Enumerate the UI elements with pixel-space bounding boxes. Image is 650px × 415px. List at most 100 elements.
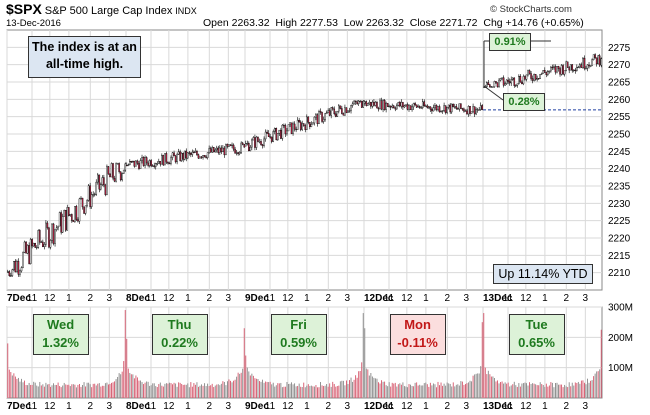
candle-body <box>453 106 456 108</box>
pct-open-label: 0.28% <box>503 93 545 111</box>
day-pct: 0.22% <box>161 335 198 350</box>
volume-bar <box>103 385 105 398</box>
volume-bar <box>446 382 448 398</box>
candle-body <box>86 200 88 206</box>
candle-body <box>278 129 281 134</box>
candle-body <box>183 150 186 160</box>
volume-bar <box>500 382 502 398</box>
volume-bar <box>25 384 27 398</box>
candle-body <box>240 142 242 153</box>
volume-bar <box>228 379 230 398</box>
candle-body <box>118 163 120 172</box>
candle-body <box>42 241 44 247</box>
candle-body <box>492 86 494 88</box>
x-tick-label: 1 <box>66 401 72 412</box>
volume-bar <box>423 383 425 398</box>
candle-body <box>496 82 499 87</box>
x-tick-label: 12 <box>163 401 175 412</box>
candle-body <box>544 70 546 73</box>
candle-body <box>510 79 513 84</box>
volume-bar <box>381 380 383 398</box>
x-tick-label: 3 <box>464 401 470 412</box>
candle-body <box>232 144 235 150</box>
candle-body <box>486 82 488 87</box>
x-tick-label: 1 <box>304 293 310 304</box>
candle-body <box>112 163 114 179</box>
candle-body <box>225 144 227 156</box>
volume-bar <box>196 382 198 398</box>
volume-bar <box>164 383 166 398</box>
candle-body <box>348 110 351 112</box>
volume-bar <box>571 382 573 398</box>
volume-bar <box>245 355 247 398</box>
volume-bar <box>509 386 511 398</box>
volume-bar <box>344 385 346 398</box>
volume-bar <box>143 384 145 398</box>
volume-bar <box>184 384 186 398</box>
volume-bar <box>320 382 321 398</box>
candle-body <box>388 105 390 108</box>
volume-bar <box>281 387 283 398</box>
candle-body <box>487 82 490 85</box>
volume-bar <box>449 383 451 398</box>
volume-bar <box>204 383 206 398</box>
volume-bar <box>591 380 593 398</box>
candle-body <box>341 108 343 114</box>
volume-bar <box>556 382 558 398</box>
volume-bar <box>532 383 534 398</box>
volume-bar <box>570 386 572 398</box>
candle-body <box>452 103 455 108</box>
volume-bar <box>36 385 38 398</box>
candle-body <box>327 110 329 113</box>
x-tick-label: 2 <box>207 401 213 412</box>
candle-body <box>298 119 300 123</box>
candle-body <box>344 107 346 116</box>
pct-open-text: 0.28% <box>508 96 540 108</box>
candle-body <box>28 245 30 264</box>
volume-bar <box>539 382 541 398</box>
candle-body <box>589 65 592 67</box>
volume-bar <box>158 384 160 398</box>
candle-body <box>478 109 480 111</box>
candle-body <box>400 102 403 107</box>
volume-bar <box>585 384 587 398</box>
candle-body <box>316 114 319 125</box>
candle-body <box>431 109 433 112</box>
volume-bar <box>266 381 268 398</box>
volume-bar <box>284 386 286 398</box>
candle-body <box>40 241 43 243</box>
volume-bar <box>544 386 546 398</box>
candle-body <box>490 86 493 88</box>
candle-body <box>58 212 61 227</box>
volume-bar <box>265 381 267 398</box>
volume-bar <box>419 384 421 398</box>
candle-body <box>194 151 197 153</box>
candle-body <box>386 102 389 107</box>
candle-body <box>313 116 316 124</box>
candle-body <box>527 70 529 76</box>
volume-bar <box>370 372 372 398</box>
volume-bar <box>274 386 276 398</box>
volume-bar <box>490 376 492 398</box>
candle-body <box>31 239 33 247</box>
candle-body <box>377 107 380 110</box>
candle-body <box>577 66 580 69</box>
volume-bar <box>443 383 445 398</box>
candle-body <box>234 148 236 154</box>
candle-body <box>476 109 479 111</box>
candle-body <box>20 267 23 272</box>
candle-body <box>482 86 485 89</box>
x-tick-label: 11 <box>503 293 514 304</box>
candle-body <box>96 174 99 183</box>
candle-body <box>103 177 105 186</box>
candle-body <box>449 104 451 113</box>
volume-bar <box>40 385 42 398</box>
volume-bar <box>312 386 314 398</box>
candle-body <box>415 104 418 108</box>
volume-bar <box>42 384 44 398</box>
candle-body <box>550 66 552 72</box>
candle-body <box>563 70 566 75</box>
volume-bar <box>420 385 422 398</box>
volume-bar <box>519 386 521 398</box>
volume-bar <box>567 387 569 398</box>
